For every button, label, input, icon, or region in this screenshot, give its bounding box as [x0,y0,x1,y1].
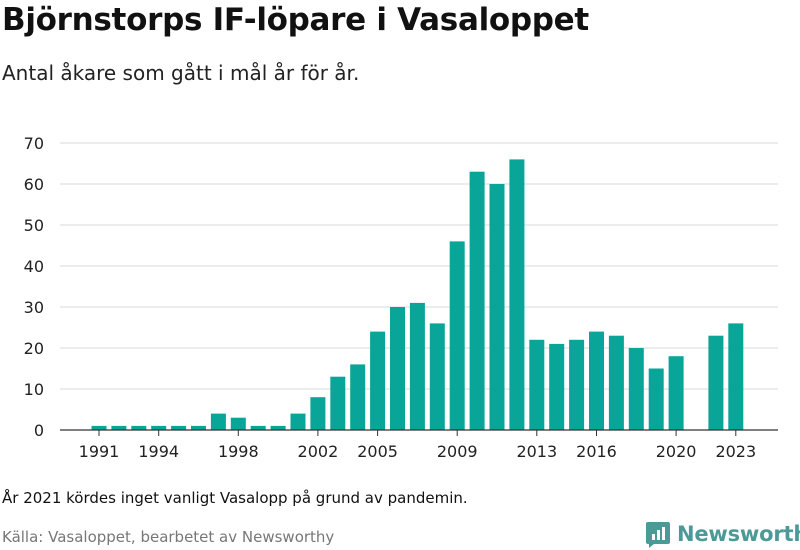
bar-2000 [270,425,286,430]
y-tick-label: 20 [24,339,44,358]
bar-2002 [310,397,326,430]
y-tick-label: 0 [34,421,44,440]
y-tick-label: 60 [24,175,44,194]
bar-2022 [708,335,724,430]
y-tick-label: 10 [24,380,44,399]
brand-name: Newsworthy [677,522,800,546]
y-tick-label: 30 [24,298,44,317]
bar-2015 [569,339,585,430]
bar-1998 [230,417,246,430]
bar-2019 [648,368,664,430]
chart-subtitle: Antal åkare som gått i mål år för år. [2,61,360,85]
bar-2008 [429,323,445,430]
x-axis-ticks: 1991 1994 1998 2002 2005 2009 2013 2016 2020 2023 [60,429,778,461]
footnote: År 2021 kördes inget vanligt Vasalopp på… [2,489,468,507]
bar-2016 [589,331,604,430]
bar-chart: 0 10 20 30 40 50 60 70 1991 1994 1998 2002 2005 2009… [24,134,778,461]
bar-2020 [668,356,684,430]
bars [91,159,744,430]
y-tick-label: 50 [24,216,44,235]
bar-2011 [489,184,505,430]
bar-2005 [370,331,386,430]
y-tick-label: 40 [24,257,44,276]
bar-1996 [191,425,206,430]
bar-2018 [628,348,644,430]
bar-1993 [131,425,147,430]
chart-title: Björnstorps IF-löpare i Vasaloppet [2,2,589,38]
bar-2009 [449,241,465,430]
bar-2023 [728,323,744,430]
bar-2017 [608,335,624,430]
x-tick-label: 1991 [79,442,120,461]
bar-2001 [290,413,306,430]
bar-2007 [409,302,425,430]
y-axis-ticks: 0 10 20 30 40 50 60 70 [24,134,44,440]
source-credit: Källa: Vasaloppet, bearbetet av Newswort… [2,528,335,546]
bar-1992 [111,425,127,430]
bar-2003 [330,376,346,430]
bar-2010 [469,171,485,430]
x-tick-label: 2013 [516,442,557,461]
bar-1995 [171,425,187,430]
bar-2004 [350,364,366,430]
x-tick-label: 2009 [437,442,478,461]
x-tick-label: 2016 [576,442,617,461]
bar-1999 [250,425,266,430]
x-tick-label: 2002 [298,442,339,461]
bar-2006 [390,307,405,430]
bar-2014 [549,343,565,430]
x-tick-label: 2005 [357,442,398,461]
bar-2012 [509,159,525,430]
newsworthy-logo-icon [646,522,670,548]
bar-1991 [91,425,107,430]
x-tick-label: 2020 [656,442,697,461]
bar-1997 [210,413,226,430]
bar-2013 [529,339,545,430]
x-tick-label: 2023 [715,442,756,461]
x-tick-label: 1994 [138,442,179,461]
x-tick-label: 1998 [218,442,259,461]
y-tick-label: 70 [24,134,44,153]
newsworthy-logo[interactable]: Newsworthy [645,520,800,548]
bar-1994 [151,425,167,430]
